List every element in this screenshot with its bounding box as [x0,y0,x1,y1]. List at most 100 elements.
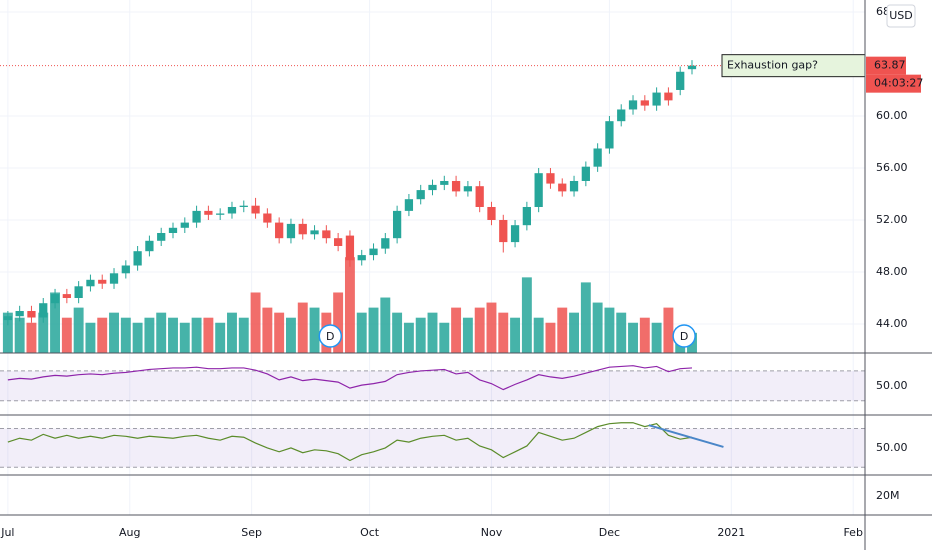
candle-body [369,248,378,256]
candle-body [74,286,83,299]
candle-body [192,210,201,223]
candle-body [499,219,508,243]
osc-line [7,422,693,462]
annotation-text: Exhaustion gap? [727,59,818,72]
y-tick-label: 48.00 [876,265,908,278]
candle-body [522,206,531,226]
candle-body [428,184,437,191]
candle-body [3,316,12,321]
price-label: 63.87 [874,59,906,72]
candle-body [652,92,661,106]
y-tick-label: 60.00 [876,109,908,122]
band-fill [0,428,865,468]
candle-body [345,235,355,261]
volume-bar [462,317,473,353]
candle-body [569,180,579,192]
volume-bar [616,312,627,353]
candle-body [676,71,685,90]
candle-body [145,240,154,252]
y-tick-label: 50.00 [876,379,908,392]
volume-bar [50,292,60,353]
candle-body [451,180,461,192]
volume-bar [274,312,285,353]
volume-bar [26,322,37,353]
volume-bar [545,322,556,353]
volume-bar [521,277,532,353]
candle-body [558,183,567,192]
volume-bar [474,307,485,353]
volume-bar [592,302,603,353]
candle-body [50,294,60,304]
volume-bar [427,312,438,353]
x-tick-label: Sep [241,526,262,539]
candle-body [275,222,284,239]
volume-bar [168,317,178,353]
volume-bar [356,312,367,353]
volume-bar [309,307,320,353]
candle-body [640,100,649,106]
candle-body [227,206,237,214]
candle-body [263,213,272,223]
candle-body [334,238,343,246]
volume-bar [215,322,226,353]
candle-body [475,186,484,207]
volume-bar [132,322,143,353]
candle-body [15,311,24,317]
candle-body [239,205,248,207]
volume-bar [179,322,190,353]
dividend-marker [318,324,343,348]
currency: USD [889,9,913,22]
candle-body [392,210,402,239]
volume-bar [227,312,237,353]
volume-bar [533,317,544,353]
volume-bar [109,312,119,353]
volume-bar [628,322,638,353]
x-tick-label: Nov [481,526,503,539]
candle-body [664,92,673,101]
band-fill [0,370,865,401]
volume-bar [144,317,155,353]
candle-body [180,222,189,228]
volume-bar [203,317,214,353]
candle-body [204,210,213,215]
trendline [648,424,724,448]
y-tick-label: 52.00 [876,213,908,226]
countdown-box [866,74,921,93]
volume-bar [191,317,202,353]
price-label-box [866,56,906,75]
countdown: 04:03:27 [874,77,923,90]
candle-body [310,230,319,235]
candle-body [605,121,614,149]
volume-bar [85,322,96,353]
volume-bar [403,322,414,353]
volume-bar [333,292,344,353]
volume-bar [486,302,497,353]
candle-body [86,279,95,287]
candle-body [322,230,331,239]
volume-bar [238,317,249,353]
volume-bar [639,317,650,353]
volume-bar [392,312,403,353]
volume-bar [286,317,296,353]
volume-bar [380,297,391,353]
volume-bar [297,302,308,353]
volume-bar [580,282,591,353]
volume-bar [262,307,273,353]
candle-body [593,148,602,167]
currency-box [886,4,916,28]
candle-body [487,206,496,220]
dividend-label: D [326,330,334,343]
candle-body [581,166,590,181]
volume-bar [14,317,25,353]
volume-bar [73,307,84,353]
volume-bar [651,322,662,353]
dividend-marker [672,324,696,348]
candle-body [510,225,520,243]
candle-body [109,273,119,284]
volume-bar [604,307,615,353]
candle-body [687,65,697,70]
volume-bar [569,312,579,353]
candle-body [39,303,48,318]
volume-bar [156,312,167,353]
